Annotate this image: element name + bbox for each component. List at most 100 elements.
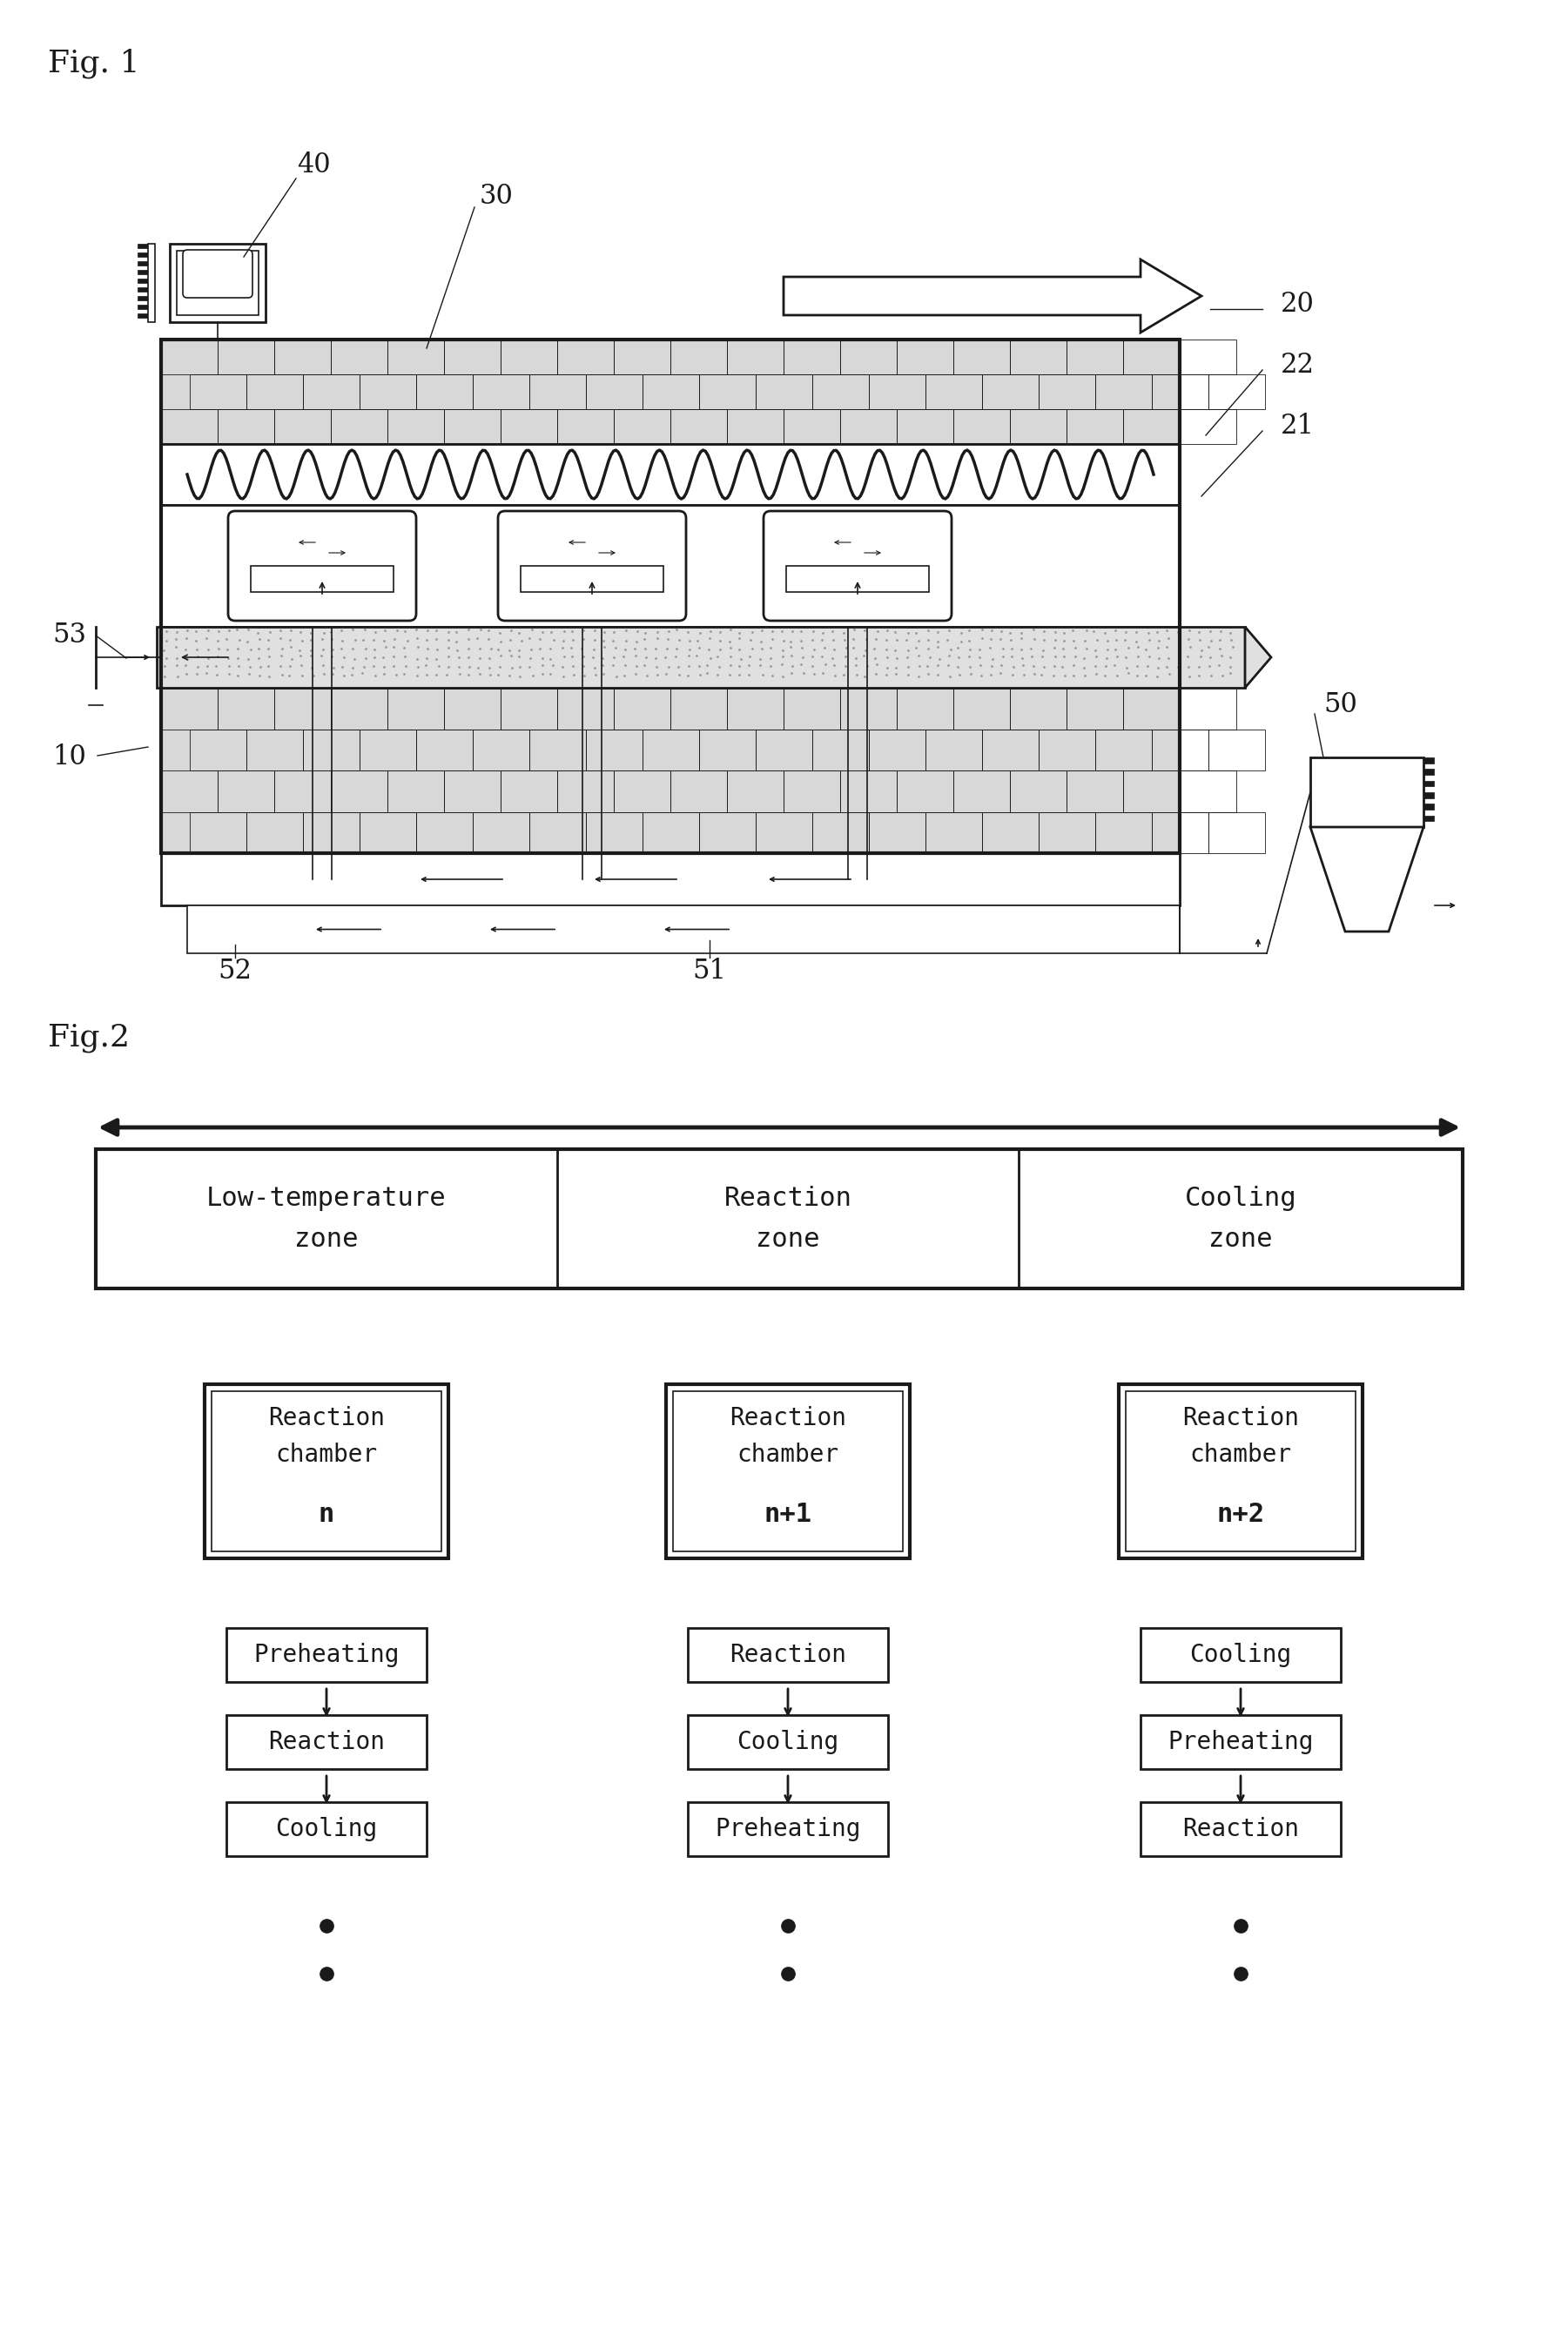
Text: 53: 53: [53, 623, 86, 648]
Bar: [500, 688, 557, 728]
Bar: [1424, 758, 1433, 763]
Bar: [1010, 410, 1066, 445]
Bar: [138, 314, 147, 318]
Bar: [246, 375, 303, 410]
Bar: [812, 375, 869, 410]
Bar: [1179, 410, 1236, 445]
Bar: [226, 1803, 426, 1856]
Bar: [688, 1803, 887, 1856]
Bar: [897, 688, 953, 728]
Bar: [557, 339, 613, 375]
Bar: [274, 339, 331, 375]
Bar: [613, 339, 671, 375]
Bar: [226, 1627, 426, 1681]
Bar: [1424, 791, 1433, 798]
Bar: [1010, 688, 1066, 728]
Bar: [212, 1391, 442, 1552]
Bar: [1424, 780, 1433, 787]
Bar: [897, 770, 953, 812]
Bar: [147, 243, 155, 323]
Bar: [387, 688, 444, 728]
Bar: [1123, 770, 1179, 812]
Bar: [359, 812, 416, 852]
Text: Low-temperature
zone: Low-temperature zone: [207, 1185, 447, 1252]
Bar: [613, 770, 671, 812]
Bar: [982, 728, 1038, 770]
Bar: [1126, 1391, 1356, 1552]
Bar: [1118, 1384, 1363, 1559]
Bar: [812, 728, 869, 770]
Text: 10: 10: [53, 744, 86, 770]
Bar: [204, 1384, 448, 1559]
Bar: [585, 812, 641, 852]
Bar: [138, 253, 147, 258]
Bar: [756, 728, 812, 770]
Bar: [162, 688, 1179, 852]
Bar: [1066, 339, 1123, 375]
Bar: [1424, 768, 1433, 775]
Bar: [416, 375, 472, 410]
Bar: [699, 812, 756, 852]
Bar: [138, 269, 147, 274]
Bar: [1094, 728, 1151, 770]
Text: n+2: n+2: [1217, 1503, 1265, 1526]
Polygon shape: [1311, 826, 1424, 932]
Bar: [162, 339, 218, 375]
Bar: [444, 688, 500, 728]
Bar: [303, 375, 359, 410]
Bar: [869, 812, 925, 852]
Text: Reaction
zone: Reaction zone: [724, 1185, 851, 1252]
Text: 20: 20: [1281, 290, 1314, 318]
Bar: [303, 812, 359, 852]
Bar: [784, 410, 840, 445]
Bar: [1151, 728, 1207, 770]
Text: 52: 52: [218, 957, 252, 983]
Bar: [331, 339, 387, 375]
Bar: [840, 688, 897, 728]
Bar: [1311, 758, 1424, 826]
Polygon shape: [1245, 627, 1272, 688]
Bar: [472, 728, 528, 770]
Bar: [756, 812, 812, 852]
Bar: [251, 567, 394, 592]
Bar: [331, 770, 387, 812]
Bar: [218, 410, 274, 445]
Bar: [666, 1384, 909, 1559]
FancyBboxPatch shape: [227, 510, 416, 620]
Text: 51: 51: [693, 957, 726, 983]
Bar: [897, 339, 953, 375]
Bar: [416, 812, 472, 852]
Text: 21: 21: [1279, 412, 1314, 440]
FancyBboxPatch shape: [183, 250, 252, 297]
Bar: [138, 262, 147, 265]
Bar: [528, 812, 585, 852]
Bar: [728, 410, 784, 445]
Bar: [444, 770, 500, 812]
Bar: [1179, 339, 1236, 375]
Bar: [138, 295, 147, 300]
Bar: [359, 728, 416, 770]
Text: n+1: n+1: [764, 1503, 812, 1526]
Bar: [218, 339, 274, 375]
Bar: [1140, 1803, 1341, 1856]
Bar: [303, 728, 359, 770]
Text: Preheating: Preheating: [254, 1643, 400, 1667]
Bar: [387, 770, 444, 812]
Bar: [162, 445, 1179, 506]
Bar: [585, 728, 641, 770]
Bar: [162, 410, 218, 445]
Bar: [869, 375, 925, 410]
Bar: [925, 812, 982, 852]
Bar: [162, 852, 1179, 906]
Bar: [218, 688, 274, 728]
Bar: [1207, 728, 1264, 770]
Text: Reaction
chamber: Reaction chamber: [729, 1407, 847, 1465]
Bar: [387, 410, 444, 445]
Bar: [246, 728, 303, 770]
Bar: [138, 288, 147, 293]
Bar: [1179, 770, 1236, 812]
Bar: [387, 339, 444, 375]
Text: Cooling: Cooling: [737, 1730, 839, 1753]
Bar: [1010, 770, 1066, 812]
Bar: [331, 410, 387, 445]
